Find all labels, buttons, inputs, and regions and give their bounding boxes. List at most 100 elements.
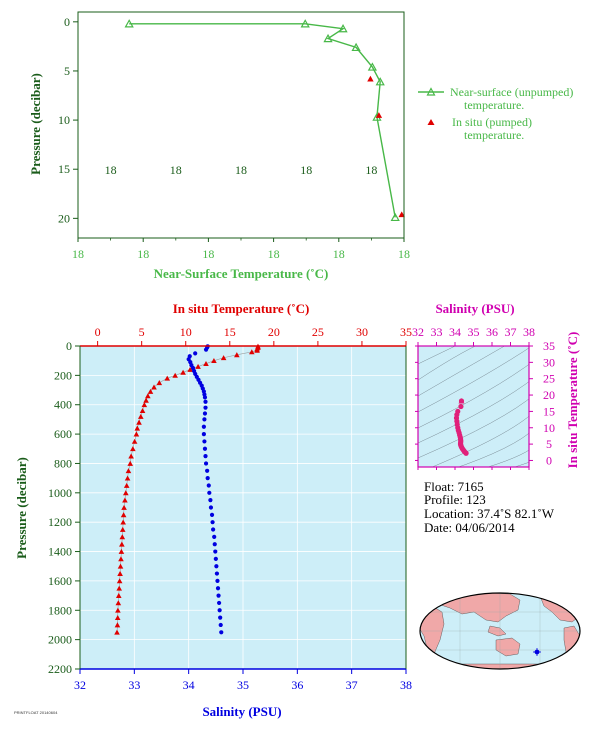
temperature-point xyxy=(115,600,122,606)
profile-y-tick-label: 400 xyxy=(54,398,72,412)
salinity-point xyxy=(203,399,208,404)
temperature-point xyxy=(119,541,125,547)
temperature-point xyxy=(234,352,240,358)
temperature-point xyxy=(187,366,193,372)
profile-y-tick-label: 1600 xyxy=(48,574,72,588)
ts-x-tick-label: 37 xyxy=(505,325,517,339)
temperature-axis-label: In situ Temperature (˚C) xyxy=(173,301,310,316)
profile-y-tick-label: 0 xyxy=(66,339,72,353)
salinity-point xyxy=(208,498,213,503)
unpumped-temperature-line xyxy=(129,23,396,218)
salinity-tick-label: 38 xyxy=(400,678,412,692)
ns-x-mid-tick-label: 18 xyxy=(170,163,182,177)
salinity-point xyxy=(202,417,207,422)
temperature-tick-label: 5 xyxy=(139,325,145,339)
temperature-point xyxy=(203,360,209,366)
temperature-point xyxy=(141,402,148,408)
ts-y-axis-label: In situ Temperature (˚C) xyxy=(565,332,580,469)
ns-marks xyxy=(124,19,405,222)
temperature-point xyxy=(145,393,151,399)
ns-x-tick-label: 18 xyxy=(137,247,149,261)
world-map xyxy=(419,592,581,670)
unpumped-temperature-point xyxy=(338,24,348,33)
temperature-tick-label: 10 xyxy=(180,325,192,339)
ts-x-tick-label: 33 xyxy=(431,325,443,339)
salinity-point xyxy=(202,446,208,451)
profile-date: Date: 04/06/2014 xyxy=(424,520,515,535)
ns-x-tick-label: 18 xyxy=(72,247,84,261)
ns-x-mid-tick-label: 18 xyxy=(365,163,377,177)
ts-y-tick-label: 10 xyxy=(543,421,555,435)
profile-y-tick-label: 2200 xyxy=(48,662,72,676)
temperature-point xyxy=(124,475,131,481)
salinity-tick-label: 35 xyxy=(237,678,249,692)
ts-y-tick-label: 25 xyxy=(543,372,555,386)
profile-y-tick-label: 800 xyxy=(54,456,72,470)
temperature-point xyxy=(127,460,134,466)
ts-marks xyxy=(453,398,469,456)
ts-diagram: 32 33 34 35 36 37 38 0 5 10 15 20 25 30 35 Salinity (… xyxy=(412,301,580,470)
temperature-point xyxy=(133,431,140,437)
ts-x-axis-label: Salinity (PSU) xyxy=(435,301,514,316)
salinity-point xyxy=(202,439,207,444)
temperature-point xyxy=(136,419,142,425)
salinity-point xyxy=(211,527,216,532)
salinity-tick-label: 37 xyxy=(346,678,358,692)
unpumped-temperature-point xyxy=(390,212,400,222)
unpumped-temperature-point xyxy=(367,62,377,71)
temperature-point xyxy=(118,548,125,554)
profile-y-tick-label: 1800 xyxy=(48,603,72,617)
temperature-tick-label: 30 xyxy=(356,325,368,339)
legend-label-pumped-2: temperature. xyxy=(464,128,524,142)
profile-y-tick-label: 200 xyxy=(54,368,72,382)
profile-gridlines xyxy=(80,346,406,669)
salinity-point xyxy=(209,512,215,517)
salinity-point xyxy=(205,476,210,481)
temperature-point xyxy=(130,446,136,452)
temperature-point xyxy=(120,512,127,518)
temperature-point xyxy=(139,407,146,413)
profile-number: Profile: 123 xyxy=(424,492,486,507)
temperature-axis-ticks: 0 5 10 15 20 25 30 35 xyxy=(95,325,412,346)
ts-y-axis: 0 5 10 15 20 25 30 35 xyxy=(415,339,555,467)
ns-x-axis: 18 18 18 18 18 18 18 18 18 18 18 xyxy=(72,163,410,261)
ts-x-tick-label: 32 xyxy=(412,325,424,339)
temperature-point xyxy=(120,519,126,525)
profile-chart: 0200400600800100012001400160018002000220… xyxy=(14,301,412,719)
salinity-point xyxy=(212,542,217,547)
temperature-point xyxy=(211,358,217,364)
salinity-tick-label: 36 xyxy=(291,678,303,692)
float-info: Float: 7165 Profile: 123 Location: 37.4˚… xyxy=(424,479,555,535)
temperature-point xyxy=(114,622,121,628)
map-frame xyxy=(419,592,581,670)
temperature-point xyxy=(151,384,157,390)
ts-y-tick-label: 35 xyxy=(543,339,555,353)
ns-y-tick-label: 10 xyxy=(58,113,70,127)
ns-legend: Near-surface (unpumped) temperature. In … xyxy=(418,85,573,142)
unpumped-temperature-point xyxy=(375,77,385,86)
temperature-point xyxy=(117,563,124,569)
temperature-point xyxy=(254,347,260,353)
temperature-point xyxy=(128,453,134,459)
temperature-point xyxy=(137,413,144,419)
salinity-tick-label: 33 xyxy=(128,678,140,692)
salinity-point xyxy=(203,347,209,352)
salinity-point xyxy=(202,395,208,400)
profile-y-axis-label: Pressure (decibar) xyxy=(14,457,29,559)
salinity-tick-label: 34 xyxy=(183,678,195,692)
salinity-point xyxy=(219,630,224,635)
temperature-point xyxy=(143,397,149,403)
ts-x-tick-label: 34 xyxy=(449,325,461,339)
temperature-point xyxy=(164,375,171,381)
salinity-point xyxy=(218,622,223,628)
unpumped-temperature-point xyxy=(351,42,361,52)
ts-y-tick-label: 0 xyxy=(546,453,552,467)
salinity-point xyxy=(210,520,215,525)
legend-marker-pumped xyxy=(427,119,435,125)
temperature-point xyxy=(123,490,129,496)
temperature-point xyxy=(172,372,178,378)
pumped-temperature-point xyxy=(367,75,374,82)
ns-x-axis-label: Near-Surface Temperature (˚C) xyxy=(154,266,329,281)
temperature-tick-label: 25 xyxy=(312,325,324,339)
temperature-point xyxy=(114,614,121,620)
